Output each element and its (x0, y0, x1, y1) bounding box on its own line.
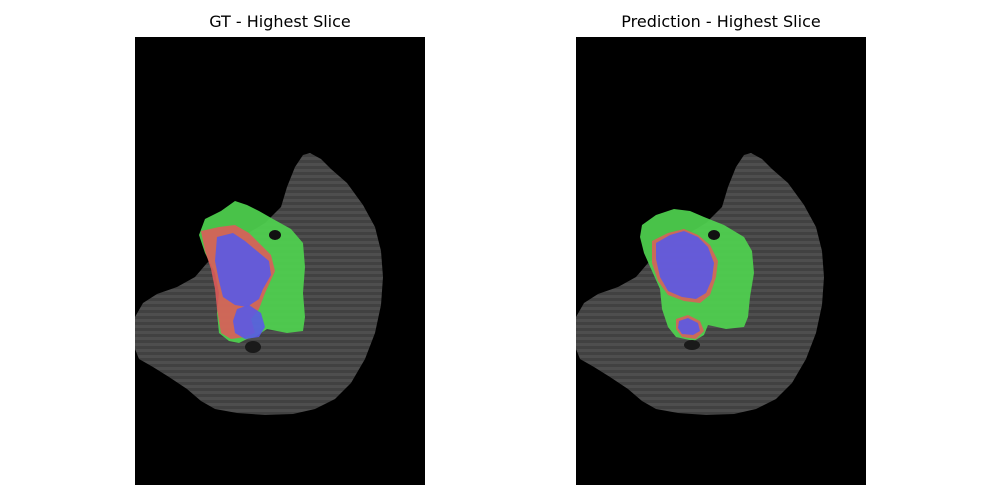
prediction-slice-svg (576, 153, 824, 415)
gt-panel-title: GT - Highest Slice (209, 12, 351, 31)
necrotic-core-region (233, 305, 265, 339)
cavity (684, 340, 700, 350)
prediction-panel-title: Prediction - Highest Slice (621, 12, 821, 31)
necrotic-core-region (678, 318, 700, 335)
gt-slice-svg (135, 153, 383, 415)
cavity (269, 230, 281, 240)
cavity (708, 230, 720, 240)
gt-slice-image (135, 37, 425, 485)
necrotic-core-region (215, 233, 271, 307)
necrotic-core-region (656, 231, 714, 299)
prediction-slice-image (576, 37, 866, 485)
cavity (245, 341, 261, 353)
